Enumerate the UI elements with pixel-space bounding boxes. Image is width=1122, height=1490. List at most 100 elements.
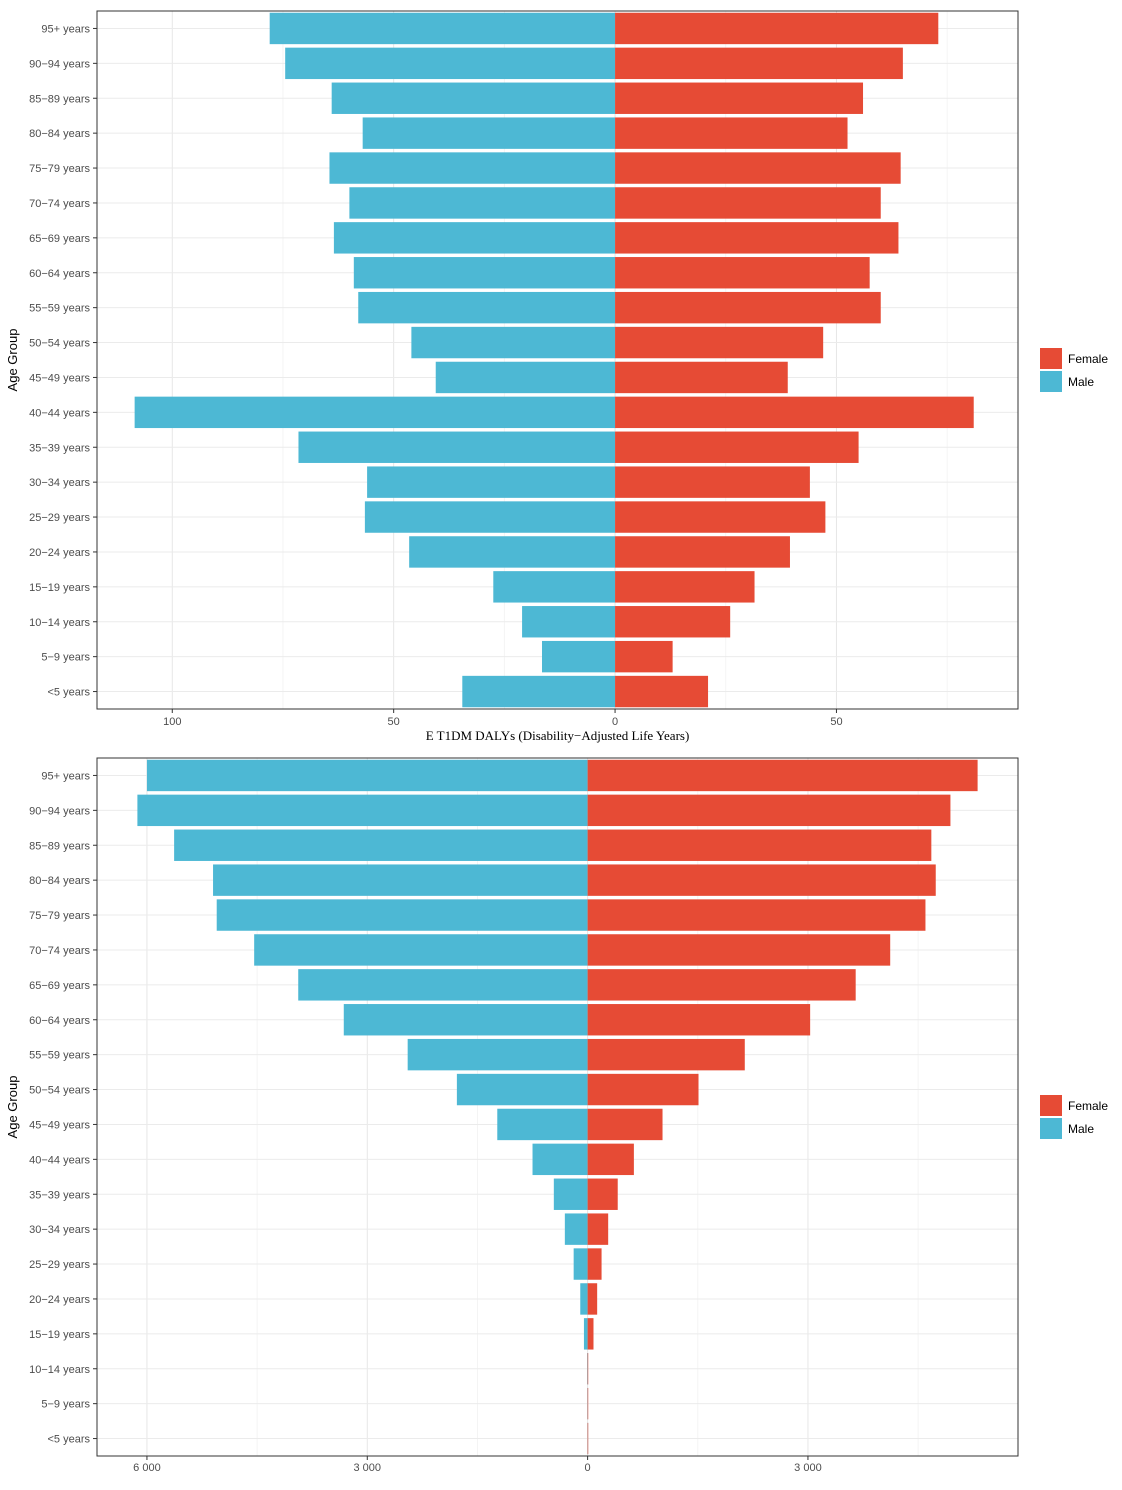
legend-swatch-female [1040,1095,1062,1116]
y-tick-label: 75−79 years [29,910,90,922]
y-tick-label: 55−59 years [29,1050,90,1062]
bar-male-2 [331,82,616,114]
bar-male-14 [573,1248,588,1280]
bar-female-1 [615,47,903,80]
bar-male-3 [213,864,588,896]
y-tick-label: 80−84 years [29,128,90,140]
y-tick-label: 30−34 years [29,1224,90,1236]
legend-swatch-female [1040,348,1062,369]
y-tick-label: 55−59 years [29,303,90,315]
bar-female-18 [615,640,673,673]
y-tick-label: 90−94 years [29,58,90,70]
x-axis-title: E T1DM DALYs (Disability−Adjusted Life Y… [426,728,690,743]
bar-male-17 [587,1353,588,1385]
x-tick-label: 50 [388,716,400,728]
bar-female-5 [615,187,881,219]
bar-female-4 [587,899,926,931]
bar-male-12 [553,1178,588,1210]
bar-female-17 [587,1353,589,1385]
bar-male-0 [146,759,588,792]
legend-label-male: Male [1068,1122,1094,1136]
bar-female-2 [615,82,864,114]
x-tick-label: 6 000 [133,1462,161,1474]
bar-female-7 [587,1004,811,1036]
bar-female-15 [615,536,790,568]
x-tick-label: 0 [612,716,618,728]
bar-female-9 [587,1073,699,1106]
chart-bottom: 95+ years 90−94 years 85−89 years 80−84 yea… [5,757,1108,1474]
bar-male-8 [358,291,616,324]
bar-male-1 [285,47,616,80]
panel-border [96,10,1019,710]
y-tick-label: 50−54 years [29,1085,90,1097]
y-tick-label: 15−19 years [29,1329,90,1341]
bar-female-3 [615,117,848,149]
bar-male-7 [343,1004,588,1036]
bar-female-8 [587,1038,745,1071]
plot-panel [97,11,1018,709]
bar-female-17 [615,606,731,638]
bar-male-5 [254,934,588,966]
y-tick-label: 95+ years [41,770,90,782]
y-tick-label: <5 years [48,687,91,699]
y-tick-label: 50−54 years [29,338,90,350]
bar-male-10 [435,361,616,394]
bar-male-18 [542,640,616,673]
y-tick-label: 90−94 years [29,805,90,817]
bar-male-4 [216,899,588,931]
bar-male-1 [137,794,588,827]
legend-label-female: Female [1068,1099,1108,1113]
x-tick-label: 3 000 [794,1462,822,1474]
plot-panel [97,758,1018,1456]
y-tick-label: 45−49 years [29,1119,90,1131]
bar-female-6 [587,969,856,1001]
y-tick-label: 85−89 years [29,840,90,852]
bar-male-3 [362,117,616,149]
bar-female-14 [615,501,826,533]
y-axis-title: Age Group [5,329,20,392]
y-tick-label: 5−9 years [41,1399,90,1411]
y-tick-label: <5 years [48,1434,91,1446]
y-tick-label: 25−29 years [29,1259,90,1271]
bar-male-11 [532,1143,588,1176]
bar-female-12 [587,1178,618,1210]
bar-male-6 [333,222,616,254]
y-tick-label: 5−9 years [41,652,90,664]
legend-label-male: Male [1068,375,1094,389]
bar-male-13 [367,466,616,498]
y-tick-label: 45−49 years [29,372,90,384]
panel-border [96,757,1019,1457]
legend-swatch-male [1040,371,1062,392]
x-tick-label: 50 [830,716,842,728]
bar-male-7 [353,257,616,289]
y-axis-title: Age Group [5,1076,20,1139]
y-tick-label: 85−89 years [29,93,90,105]
y-tick-label: 40−44 years [29,407,90,419]
bar-female-18 [587,1387,589,1420]
y-tick-label: 35−39 years [29,1189,90,1201]
bar-female-10 [615,361,788,394]
bar-female-8 [615,291,881,324]
bar-female-19 [587,1422,589,1455]
y-tick-label: 30−34 years [29,477,90,489]
bar-male-15 [580,1283,588,1315]
y-tick-label: 70−74 years [29,198,90,210]
bar-male-16 [583,1318,588,1350]
bar-female-0 [587,759,978,792]
y-tick-label: 20−24 years [29,1294,90,1306]
bar-female-4 [615,152,901,184]
x-tick-label: 3 000 [354,1462,382,1474]
bar-female-14 [587,1248,602,1280]
bar-male-13 [564,1213,588,1245]
bar-female-10 [587,1108,663,1141]
bar-female-16 [615,571,755,603]
bar-female-0 [615,12,939,45]
bar-male-8 [407,1038,588,1071]
bar-female-13 [615,466,810,498]
y-tick-label: 60−64 years [29,1015,90,1027]
bar-male-19 [462,675,616,708]
x-tick-label: 100 [163,716,181,728]
bar-female-16 [587,1318,594,1350]
legend-swatch-male [1040,1118,1062,1139]
y-tick-label: 80−84 years [29,875,90,887]
